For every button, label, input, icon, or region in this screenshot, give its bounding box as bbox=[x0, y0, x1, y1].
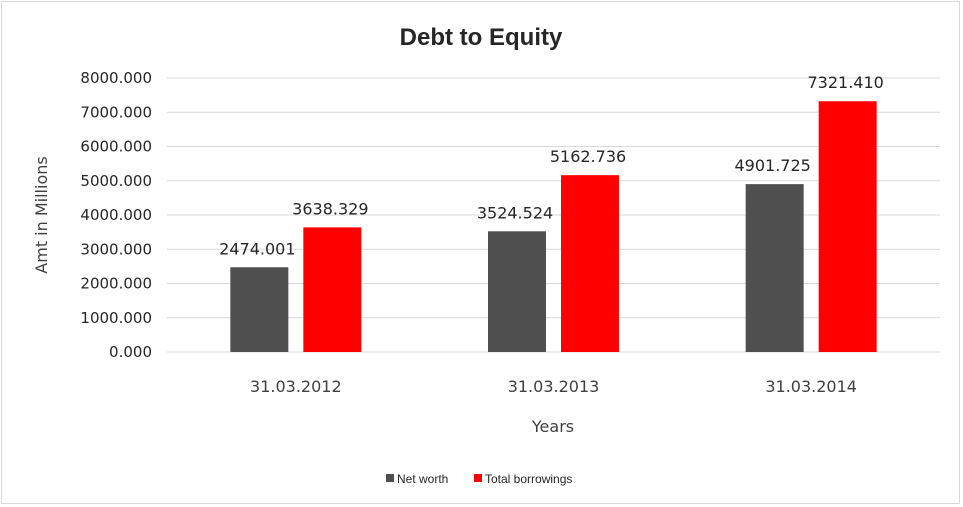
x-axis-ticks: 31.03.2012 31.03.2013 31.03.2014 bbox=[250, 377, 857, 396]
y-tick-label: 2000.000 bbox=[80, 275, 152, 293]
y-tick-label: 5000.000 bbox=[80, 172, 152, 190]
x-tick-label: 31.03.2012 bbox=[250, 377, 342, 396]
legend-label: Net worth bbox=[397, 472, 448, 486]
x-tick-label: 31.03.2013 bbox=[508, 377, 600, 396]
y-axis-ticks: 0.000 1000.000 2000.000 3000.000 4000.000 500… bbox=[80, 69, 152, 361]
chart-title: Debt to Equity bbox=[400, 24, 563, 51]
y-tick-label: 0.000 bbox=[109, 343, 152, 361]
bar-total-borrowings bbox=[818, 101, 877, 353]
y-axis-label: Amt in Millions bbox=[32, 156, 51, 273]
legend: Net worth Total borrowings bbox=[386, 472, 572, 486]
data-label: 5162.736 bbox=[550, 147, 626, 166]
bar-net-worth bbox=[745, 184, 804, 352]
data-labels: 2474.001 3638.329 3524.524 5162.736 4901.725… bbox=[219, 73, 884, 258]
y-tick-label: 4000.000 bbox=[80, 206, 152, 224]
gridlines bbox=[167, 77, 940, 353]
legend-label: Total borrowings bbox=[485, 472, 572, 486]
data-label: 3524.524 bbox=[477, 203, 553, 222]
legend-swatch bbox=[386, 474, 394, 482]
bar-total-borrowings bbox=[303, 227, 362, 352]
data-label: 4901.725 bbox=[734, 156, 810, 175]
x-axis-label: Years bbox=[531, 417, 574, 436]
data-label: 3638.329 bbox=[292, 199, 368, 218]
data-label: 2474.001 bbox=[219, 239, 295, 258]
bar-total-borrowings bbox=[561, 175, 619, 352]
y-tick-label: 6000.000 bbox=[80, 138, 152, 156]
data-label: 7321.410 bbox=[807, 73, 883, 92]
legend-swatch bbox=[474, 474, 482, 482]
y-tick-label: 8000.000 bbox=[80, 69, 152, 87]
bar-net-worth bbox=[230, 267, 289, 352]
y-tick-label: 7000.000 bbox=[80, 103, 152, 121]
bar-net-worth bbox=[488, 231, 546, 352]
x-tick-label: 31.03.2014 bbox=[765, 377, 857, 396]
y-tick-label: 1000.000 bbox=[80, 309, 152, 327]
bars bbox=[230, 101, 877, 353]
y-tick-label: 3000.000 bbox=[80, 240, 152, 258]
